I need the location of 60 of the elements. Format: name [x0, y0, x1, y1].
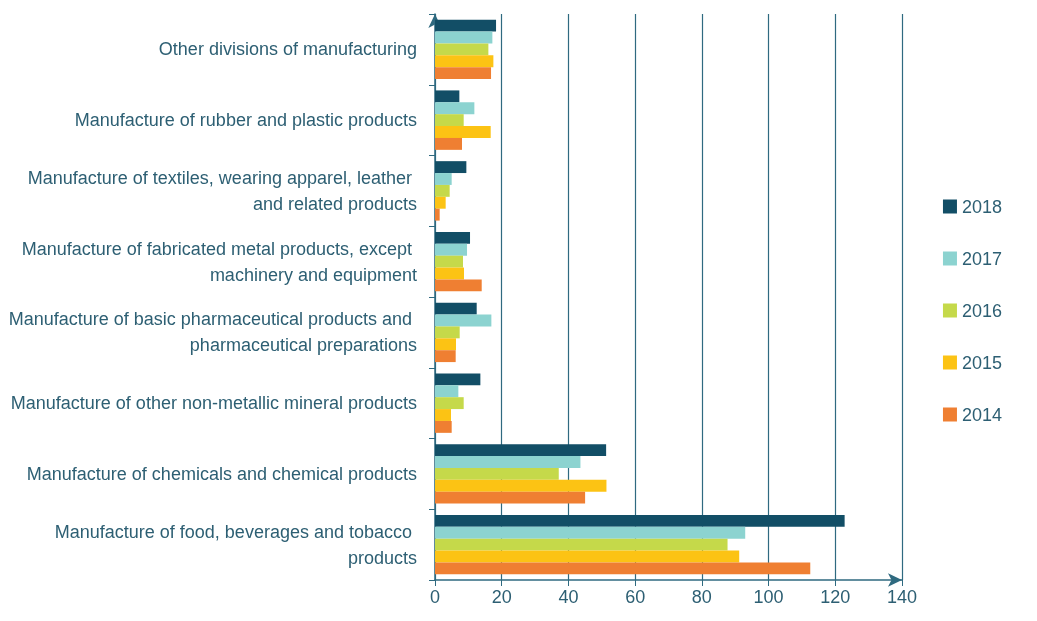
x-tick-label: 100 — [753, 587, 784, 607]
legend-label: 2015 — [961, 352, 1002, 373]
bar — [435, 562, 811, 575]
legend-label: 2017 — [961, 248, 1002, 269]
bar — [435, 456, 581, 468]
bar — [435, 114, 464, 127]
bar — [435, 326, 460, 339]
bar — [435, 538, 728, 551]
y-tick-label: Manufacture of textiles, wearing apparel, leather and related products — [27, 167, 417, 214]
x-tick-label: 0 — [429, 587, 441, 607]
bar — [435, 409, 452, 421]
x-tick-label: 80 — [691, 587, 712, 607]
legend-label: 2014 — [961, 404, 1002, 425]
bar — [435, 231, 471, 244]
bar — [435, 444, 607, 457]
bar — [435, 491, 586, 504]
bar — [435, 350, 456, 363]
bar — [435, 514, 845, 527]
y-tick-label: Manufacture of chemicals and chemical products — [26, 463, 417, 484]
bar — [435, 173, 452, 185]
bar — [435, 550, 740, 563]
legend-label: 2018 — [961, 196, 1002, 217]
bar — [435, 31, 493, 44]
bar — [435, 479, 607, 492]
bar — [435, 420, 452, 433]
bar — [435, 385, 459, 398]
bar — [435, 55, 494, 68]
bar — [435, 243, 468, 256]
bar — [435, 255, 464, 268]
bar — [435, 102, 475, 115]
bar — [435, 526, 746, 539]
bar — [435, 314, 492, 327]
bar — [435, 208, 440, 221]
x-tick-label: 140 — [886, 587, 918, 607]
bar — [435, 267, 465, 280]
bar — [435, 184, 450, 197]
x-tick-label: 60 — [625, 587, 646, 607]
bar — [435, 67, 492, 80]
x-tick-label: 40 — [558, 587, 579, 607]
bar — [435, 397, 464, 410]
bar — [435, 302, 477, 315]
y-tick-label: Manufacture of fabricated metal products, except machinery and equipment — [21, 238, 417, 285]
y-tick-label: Manufacture of other non-metallic mineral products — [10, 393, 417, 414]
x-tick-label: 20 — [491, 587, 512, 607]
bar — [435, 279, 482, 292]
bar — [435, 137, 463, 150]
legend-label: 2016 — [961, 300, 1002, 321]
bar — [435, 373, 481, 386]
y-tick-label: Manufacture of food, beverages and tobacco products — [54, 521, 417, 568]
y-tick-label: Manufacture of basic pharmaceutical products and pharmaceutical preparations — [8, 309, 417, 356]
bar — [435, 126, 491, 138]
bar — [435, 161, 467, 174]
bar — [435, 90, 460, 103]
y-tick-label: Manufacture of rubber and plastic products — [74, 110, 417, 131]
bar — [435, 467, 559, 480]
bar — [435, 338, 457, 351]
bar — [435, 43, 489, 56]
y-tick-label: Other divisions of manufacturing — [158, 39, 417, 60]
bar — [435, 196, 446, 209]
x-tick-label: 120 — [820, 587, 851, 607]
